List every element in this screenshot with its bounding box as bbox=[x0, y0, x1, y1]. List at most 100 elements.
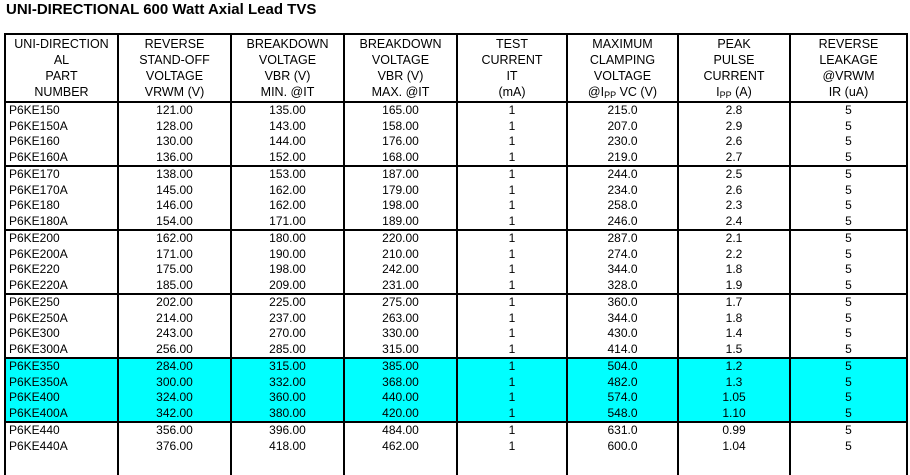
header-line: TEST bbox=[496, 37, 528, 51]
header-line: MAX. @IT bbox=[371, 85, 430, 99]
table-row: P6KE200A 171.00 190.00 210.00 1 274.0 2.2 5 bbox=[4, 246, 908, 262]
header-line: (mA) bbox=[498, 85, 526, 99]
cell-test-current: 1 bbox=[456, 182, 568, 198]
header-line: IR (uA) bbox=[828, 85, 869, 99]
cell-part-number: P6KE220A bbox=[4, 277, 119, 294]
cell-standoff-voltage: 284.00 bbox=[117, 358, 232, 375]
cell-clamping-voltage: 574.0 bbox=[566, 390, 679, 406]
cell-peak-pulse-current: 1.4 bbox=[677, 326, 791, 342]
empty-cell bbox=[117, 454, 232, 475]
cell-breakdown-max: 484.00 bbox=[343, 422, 458, 439]
cell-clamping-voltage: 414.0 bbox=[566, 341, 679, 358]
header-line: MIN. @IT bbox=[260, 85, 315, 99]
cell-breakdown-max: 462.00 bbox=[343, 438, 458, 454]
cell-reverse-leakage: 5 bbox=[789, 358, 908, 375]
header-line: @VRWM bbox=[822, 69, 875, 83]
cell-standoff-voltage: 324.00 bbox=[117, 390, 232, 406]
header-line: IT bbox=[506, 69, 518, 83]
cell-breakdown-min: 380.00 bbox=[230, 405, 345, 422]
cell-breakdown-min: 285.00 bbox=[230, 341, 345, 358]
cell-reverse-leakage: 5 bbox=[789, 102, 908, 119]
cell-breakdown-min: 225.00 bbox=[230, 294, 345, 311]
cell-breakdown-max: 231.00 bbox=[343, 277, 458, 294]
cell-clamping-voltage: 344.0 bbox=[566, 310, 679, 326]
cell-test-current: 1 bbox=[456, 149, 568, 166]
cell-peak-pulse-current: 1.2 bbox=[677, 358, 791, 375]
cell-test-current: 1 bbox=[456, 405, 568, 422]
cell-part-number: P6KE170A bbox=[4, 182, 119, 198]
cell-standoff-voltage: 130.00 bbox=[117, 134, 232, 150]
cell-breakdown-min: 332.00 bbox=[230, 374, 345, 390]
table-row: P6KE400 324.00 360.00 440.00 1 574.0 1.05 5 bbox=[4, 390, 908, 406]
cell-clamping-voltage: 244.0 bbox=[566, 166, 679, 183]
cell-part-number: P6KE200 bbox=[4, 230, 119, 247]
header-line: VRWM (V) bbox=[144, 85, 205, 99]
cell-reverse-leakage: 5 bbox=[789, 166, 908, 183]
cell-breakdown-max: 315.00 bbox=[343, 341, 458, 358]
cell-part-number: P6KE180 bbox=[4, 198, 119, 214]
cell-standoff-voltage: 171.00 bbox=[117, 246, 232, 262]
header-line: CURRENT bbox=[481, 53, 543, 67]
empty-cell bbox=[4, 454, 119, 475]
table-row: P6KE180A 154.00 171.00 189.00 1 246.0 2.4 5 bbox=[4, 213, 908, 230]
cell-breakdown-min: 143.00 bbox=[230, 118, 345, 134]
cell-clamping-voltage: 219.0 bbox=[566, 149, 679, 166]
cell-reverse-leakage: 5 bbox=[789, 262, 908, 278]
cell-peak-pulse-current: 2.6 bbox=[677, 182, 791, 198]
cell-reverse-leakage: 5 bbox=[789, 246, 908, 262]
cell-peak-pulse-current: 0.99 bbox=[677, 422, 791, 439]
cell-breakdown-min: 360.00 bbox=[230, 390, 345, 406]
cell-breakdown-max: 210.00 bbox=[343, 246, 458, 262]
cell-standoff-voltage: 136.00 bbox=[117, 149, 232, 166]
cell-test-current: 1 bbox=[456, 102, 568, 119]
cell-standoff-voltage: 154.00 bbox=[117, 213, 232, 230]
header-line: PART bbox=[45, 69, 78, 83]
column-header-peak-pulse-current: PEAK PULSE CURRENT IPP (A) bbox=[677, 33, 791, 103]
header-line: STAND-OFF bbox=[139, 53, 210, 67]
header-line: PULSE bbox=[713, 53, 755, 67]
cell-test-current: 1 bbox=[456, 134, 568, 150]
cell-peak-pulse-current: 1.8 bbox=[677, 310, 791, 326]
empty-cell bbox=[343, 454, 458, 475]
header-line: CLAMPING bbox=[589, 53, 656, 67]
cell-test-current: 1 bbox=[456, 230, 568, 247]
cell-peak-pulse-current: 1.3 bbox=[677, 374, 791, 390]
cell-standoff-voltage: 342.00 bbox=[117, 405, 232, 422]
cell-clamping-voltage: 215.0 bbox=[566, 102, 679, 119]
cell-test-current: 1 bbox=[456, 310, 568, 326]
cell-part-number: P6KE160A bbox=[4, 149, 119, 166]
empty-filler-row bbox=[4, 454, 908, 475]
row-group-5: P6KE440 356.00 396.00 484.00 1 631.0 0.99 5 P6KE… bbox=[4, 422, 908, 475]
column-header-reverse-leakage: REVERSE LEAKAGE @VRWM IR (uA) bbox=[789, 33, 908, 103]
table-row: P6KE440A 376.00 418.00 462.00 1 600.0 1.04 5 bbox=[4, 438, 908, 454]
cell-test-current: 1 bbox=[456, 326, 568, 342]
cell-reverse-leakage: 5 bbox=[789, 118, 908, 134]
cell-reverse-leakage: 5 bbox=[789, 310, 908, 326]
cell-clamping-voltage: 207.0 bbox=[566, 118, 679, 134]
cell-breakdown-max: 158.00 bbox=[343, 118, 458, 134]
header-line: VOLTAGE bbox=[371, 53, 430, 67]
cell-breakdown-min: 418.00 bbox=[230, 438, 345, 454]
table-row: P6KE220 175.00 198.00 242.00 1 344.0 1.8 5 bbox=[4, 262, 908, 278]
table-header: UNI-DIRECTION AL PART NUMBER REVERSE STAND-OF… bbox=[4, 33, 908, 103]
row-group-4: P6KE350 284.00 315.00 385.00 1 504.0 1.2 5 P6KE3… bbox=[4, 358, 908, 422]
header-line: VBR (V) bbox=[264, 69, 311, 83]
cell-breakdown-min: 198.00 bbox=[230, 262, 345, 278]
cell-breakdown-min: 152.00 bbox=[230, 149, 345, 166]
header-line: VOLTAGE bbox=[145, 69, 204, 83]
cell-test-current: 1 bbox=[456, 118, 568, 134]
cell-breakdown-min: 135.00 bbox=[230, 102, 345, 119]
cell-breakdown-max: 385.00 bbox=[343, 358, 458, 375]
cell-clamping-voltage: 274.0 bbox=[566, 246, 679, 262]
cell-breakdown-max: 179.00 bbox=[343, 182, 458, 198]
table-row: P6KE160A 136.00 152.00 168.00 1 219.0 2.7 5 bbox=[4, 149, 908, 166]
page-title: UNI-DIRECTIONAL 600 Watt Axial Lead TVS bbox=[6, 1, 317, 18]
empty-cell bbox=[456, 454, 568, 475]
header-line: AL bbox=[53, 53, 70, 67]
cell-part-number: P6KE440A bbox=[4, 438, 119, 454]
cell-standoff-voltage: 162.00 bbox=[117, 230, 232, 247]
table-row: P6KE300A 256.00 285.00 315.00 1 414.0 1.5 5 bbox=[4, 341, 908, 358]
cell-part-number: P6KE250A bbox=[4, 310, 119, 326]
table-row: P6KE170 138.00 153.00 187.00 1 244.0 2.5 5 bbox=[4, 166, 908, 183]
tvs-spec-table: UNI-DIRECTION AL PART NUMBER REVERSE STAND-OF… bbox=[4, 33, 908, 475]
